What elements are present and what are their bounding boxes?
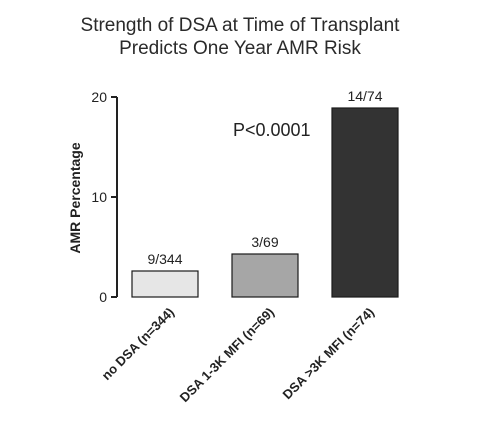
chart-title-line2: Predicts One Year AMR Risk — [119, 38, 361, 59]
y-tick-label-0: 0 — [99, 289, 107, 305]
bar-data-label-1: 9/344 — [147, 251, 182, 267]
bar-1 — [131, 270, 199, 298]
bar-2 — [231, 253, 299, 298]
y-axis-label: AMR Percentage — [67, 142, 83, 253]
bar-data-label-2: 3/69 — [251, 234, 278, 250]
bar-3 — [331, 107, 399, 298]
y-tick-label-10: 10 — [91, 189, 107, 205]
x-category-label-3: DSA >3K MFI (n=74) — [280, 305, 378, 403]
chart-title-line1: Strength of DSA at Time of Transplant — [80, 15, 400, 36]
y-tick-label-20: 20 — [91, 89, 107, 105]
p-value-annotation: P<0.0001 — [233, 120, 311, 140]
x-category-label-1: no DSA (n=344) — [99, 305, 177, 383]
x-category-label-2: DSA 1-3K MFI (n=69) — [177, 305, 277, 405]
bar-data-label-3: 14/74 — [347, 88, 382, 104]
